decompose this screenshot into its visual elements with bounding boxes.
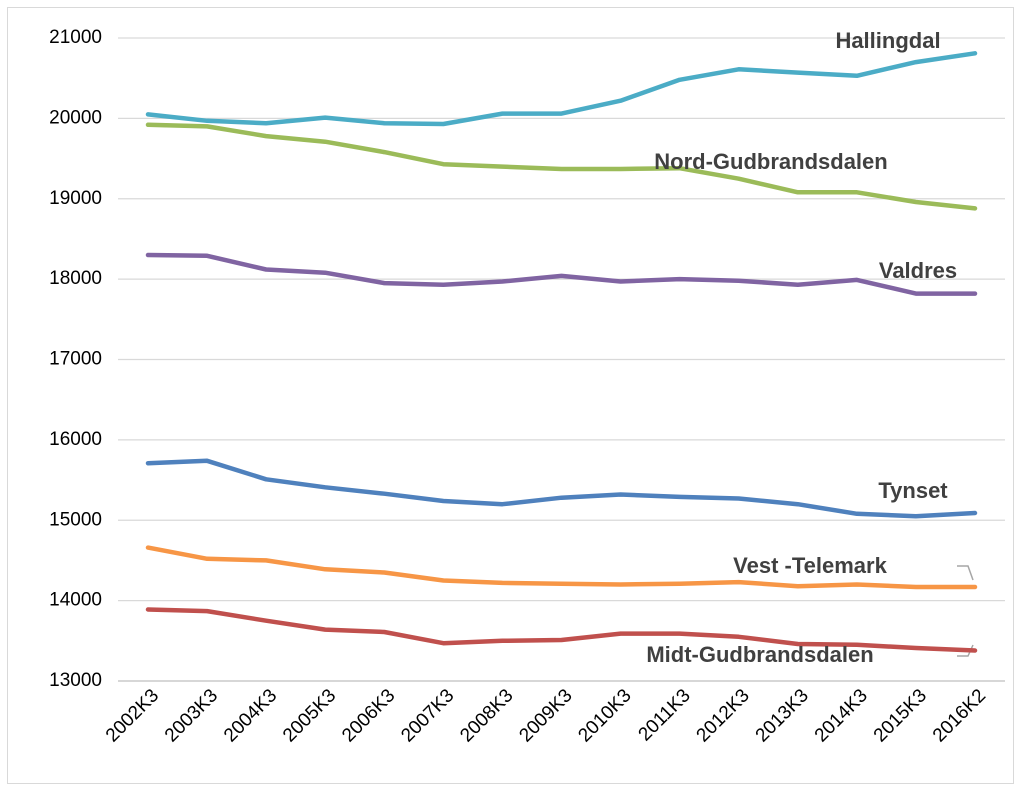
chart-frame [7,7,1014,784]
y-tick-label: 18000 [49,268,102,289]
leader-line [957,565,974,581]
y-tick-label: 15000 [49,509,102,530]
series-label: Hallingdal [835,28,940,53]
series-label: Nord-Gudbrandsdalen [654,149,887,174]
series-line [145,545,978,590]
series-line [145,51,978,127]
y-tick-label: 21000 [49,27,102,48]
series-label: Vest -Telemark [733,553,887,578]
series-line [145,458,978,519]
y-tick-label: 19000 [49,188,102,209]
series-label: Tynset [878,478,948,503]
series-label: Midt-Gudbrandsdalen [646,642,873,667]
y-tick-label: 14000 [49,590,102,611]
y-tick-label: 20000 [49,107,102,128]
series-line [145,122,978,211]
series-label: Valdres [879,258,957,283]
y-tick-label: 17000 [49,349,102,370]
y-tick-label: 13000 [49,670,102,691]
series-line [145,607,978,653]
y-tick-label: 16000 [49,429,102,450]
series-line [145,252,978,296]
